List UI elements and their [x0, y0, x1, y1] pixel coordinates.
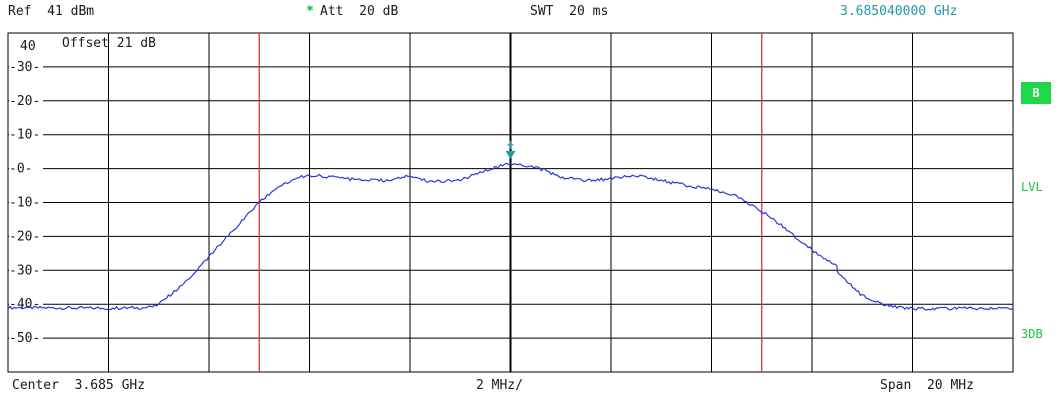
3db-indicator: 3DB [1021, 327, 1043, 341]
y-tick-label: -20- [9, 229, 40, 244]
offset-label: Offset 21 dB [62, 36, 156, 51]
y-axis-ticks: -30- -20- -10- -0- -10- -20- -30- -40- -50- [9, 58, 43, 346]
trace-b-badge[interactable]: B [1021, 82, 1051, 104]
y-tick-bg [9, 194, 43, 210]
y-tick-label: -30- [9, 60, 40, 75]
span-label: Span 20 MHz [880, 378, 974, 393]
marker-frequency-readout: 3.685040000 GHz [840, 4, 958, 19]
y-tick-bg [9, 160, 43, 176]
y-tick-label: -10- [9, 128, 40, 143]
y-tick-label: -30- [9, 263, 40, 278]
ref-level-label: Ref 41 dBm [8, 4, 95, 19]
y-tick-bg [9, 330, 43, 346]
y-tick-label: -0- [9, 162, 32, 177]
y-tick-label: -40- [9, 297, 40, 312]
att-modified-star: * [306, 4, 314, 19]
y-tick-label: -20- [9, 94, 40, 109]
sweep-time-label: SWT 20 ms [530, 4, 609, 19]
y-tick-bg [9, 262, 43, 278]
y-tick-label: -50- [9, 331, 40, 346]
marker-triangle-icon [505, 150, 516, 159]
division-label: 2 MHz/ [476, 378, 523, 393]
y-tick-bg [9, 126, 43, 142]
spectrum-trace [7, 162, 1014, 311]
y-tick-bg [9, 228, 43, 244]
y-tick-bg [9, 92, 43, 108]
lvl-indicator: LVL [1021, 180, 1043, 194]
ref-top-label: 40 [20, 39, 36, 54]
center-frequency-label: Center 3.685 GHz [12, 378, 146, 393]
plot-grid [7, 32, 1014, 373]
attenuation-label: Att 20 dB [320, 4, 399, 19]
y-tick-bg [9, 58, 43, 74]
marker-1 [505, 140, 516, 159]
y-tick-label: -10- [9, 196, 40, 211]
